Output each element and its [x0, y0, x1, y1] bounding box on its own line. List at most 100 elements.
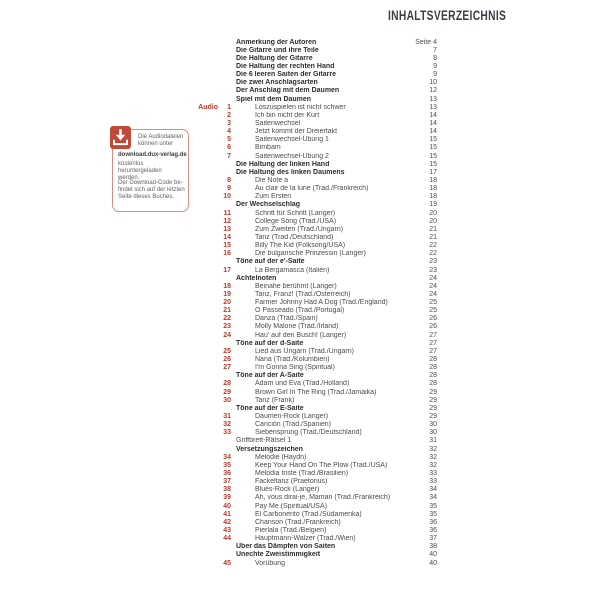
- toc-row: Die Gitarre und ihre Teile 7: [185, 46, 437, 54]
- entry-title: Töne auf der e'-Saite: [236, 258, 305, 266]
- entry-title: Farmer Johnny Had A Dog (Trad./England): [255, 299, 388, 307]
- entry-title: Au clair de la lune (Trad./Frankreich): [255, 185, 369, 193]
- audio-track-number: 26: [223, 356, 231, 364]
- toc-row: 4 Jetzt kommt der Dreiertakt 14: [185, 128, 437, 136]
- audio-label: Audio: [198, 103, 218, 111]
- toc-row: Anmerkung der Autoren Seite 4: [185, 38, 437, 46]
- page-number: 20: [429, 209, 437, 217]
- entry-title: Die bulgarische Prinzessin (Langer): [255, 250, 366, 258]
- page-number: 24: [429, 282, 437, 290]
- page-number: 17: [429, 168, 437, 176]
- audio-track-number: 15: [223, 242, 231, 250]
- download-note-line: Die Audiodateien: [138, 134, 184, 140]
- page-number: 18: [429, 193, 437, 201]
- toc-row: 24 Hau' auf den Busch! (Langer) 27: [185, 331, 437, 339]
- toc-row: Die zwei Anschlagsarten 10: [185, 79, 437, 87]
- toc-row: 17 La Bergamasca (Italien) 23: [185, 266, 437, 274]
- entry-title: Schritt für Schritt (Langer): [255, 209, 336, 217]
- entry-title: Ich bin nicht der Kurt: [255, 111, 320, 119]
- toc-row: 23 Molly Malone (Trad./Irland) 26: [185, 323, 437, 331]
- toc-row: 41 El Carbonerito (Trad./Südamerika) 35: [185, 510, 437, 518]
- page-number: 15: [429, 152, 437, 160]
- page-number: 10: [429, 79, 437, 87]
- download-code-note: Der Download-Code be- findet sich auf de…: [118, 180, 186, 202]
- toc-row: 16 Die bulgarische Prinzessin (Langer) 22: [185, 250, 437, 258]
- entry-title: Die Note a: [255, 176, 289, 184]
- toc-row: 35 Keep Your Hand On The Plow (Trad./USA)…: [185, 461, 437, 469]
- toc-row: 11 Schritt für Schritt (Langer) 20: [185, 209, 437, 217]
- entry-title: La Bergamasca (Italien): [255, 266, 330, 274]
- toc-row: Versetzungszeichen 32: [185, 445, 437, 453]
- toc-row: 29 Brown Girl In The Ring (Trad./Jamaika)…: [185, 388, 437, 396]
- entry-title: I'm Gonna Sing (Spiritual): [255, 364, 335, 372]
- toc-row: Töne auf der A-Saite 28: [185, 372, 437, 380]
- page-number: 13: [429, 95, 437, 103]
- entry-title: Billy The Kid (Folksong/USA): [255, 242, 346, 250]
- page-number: 31: [429, 437, 437, 445]
- page-number: 35: [429, 510, 437, 518]
- audio-track-number: 29: [223, 388, 231, 396]
- page-number: 20: [429, 217, 437, 225]
- entry-title: Anmerkung der Autoren: [236, 38, 317, 46]
- entry-title: Der Anschlag mit dem Daumen: [236, 87, 340, 95]
- page-title: INHALTSVERZEICHNIS: [388, 8, 507, 23]
- page-number: 9: [433, 62, 437, 70]
- entry-title: Keep Your Hand On The Plow (Trad./USA): [255, 461, 388, 469]
- entry-title: Die Gitarre und ihre Teile: [236, 46, 319, 54]
- entry-title: Der Wechselschlag: [236, 201, 301, 209]
- toc-row: Der Anschlag mit dem Daumen 12: [185, 87, 437, 95]
- audio-track-number: 35: [223, 461, 231, 469]
- audio-track-number: 11: [223, 209, 231, 217]
- page-number: 8: [433, 54, 437, 62]
- page-number: 34: [429, 486, 437, 494]
- toc-row: 43 Pierlala (Trad./Belgien) 36: [185, 526, 437, 534]
- page-number: 33: [429, 470, 437, 478]
- page-number: 26: [429, 315, 437, 323]
- page-number: 34: [429, 494, 437, 502]
- download-url: download.dux-verlag.de: [118, 152, 187, 158]
- page-number: 19: [429, 201, 437, 209]
- entry-title: Spiel mit dem Daumen: [236, 95, 312, 103]
- page-number: 29: [429, 388, 437, 396]
- toc-row: Die Haltung der rechten Hand 9: [185, 62, 437, 70]
- toc-row: 8 Die Note a 18: [185, 176, 437, 184]
- page-number: 32: [429, 453, 437, 461]
- page-number: 36: [429, 518, 437, 526]
- page-number: 26: [429, 323, 437, 331]
- page-number: 27: [429, 339, 437, 347]
- entry-title: Achtelnoten: [236, 274, 277, 282]
- entry-title: Griffbrett-Rätsel 1: [236, 437, 292, 445]
- audio-track-number: 2: [227, 111, 231, 119]
- download-note-line: findet sich auf der letzten: [118, 187, 185, 194]
- page-number: 27: [429, 331, 437, 339]
- page-number: 28: [429, 380, 437, 388]
- toc-row: Über das Dämpfen von Saiten 38: [185, 543, 437, 551]
- audio-track-number: 37: [223, 478, 231, 486]
- entry-title: Die Haltung des linken Daumens: [236, 168, 345, 176]
- toc-row: Griffbrett-Rätsel 1 31: [185, 437, 437, 445]
- entry-title: Bimbam: [255, 144, 281, 152]
- toc-row: Spiel mit dem Daumen 13: [185, 95, 437, 103]
- toc-row: Töne auf der E-Saite 29: [185, 404, 437, 412]
- page-number: 21: [429, 233, 437, 241]
- page-number: 40: [429, 551, 437, 559]
- toc-row: 30 Tanz (Frank) 29: [185, 396, 437, 404]
- entry-title: Danza (Trad./Spain): [255, 315, 318, 323]
- page-number: 9: [433, 71, 437, 79]
- toc-row: 28 Adam und Eva (Trad./Holland) 28: [185, 380, 437, 388]
- entry-title: Ah, vous dirai-je, Maman (Trad./Frankrei…: [255, 494, 391, 502]
- audio-track-number: 24: [223, 331, 231, 339]
- entry-title: Melodie (Haydn): [255, 453, 307, 461]
- page-number: 32: [429, 461, 437, 469]
- entry-title: Hau' auf den Busch! (Langer): [255, 331, 347, 339]
- entry-title: Zum Zweiten (Trad./Ungarn): [255, 225, 344, 233]
- page-number: 23: [429, 258, 437, 266]
- audio-track-number: 1: [227, 103, 231, 111]
- page-number: 29: [429, 404, 437, 412]
- audio-track-number: 7: [227, 152, 231, 160]
- page-number: Seite 4: [415, 38, 437, 46]
- page-number: 33: [429, 478, 437, 486]
- page-number: 25: [429, 307, 437, 315]
- audio-track-number: 38: [223, 486, 231, 494]
- page-number: 24: [429, 290, 437, 298]
